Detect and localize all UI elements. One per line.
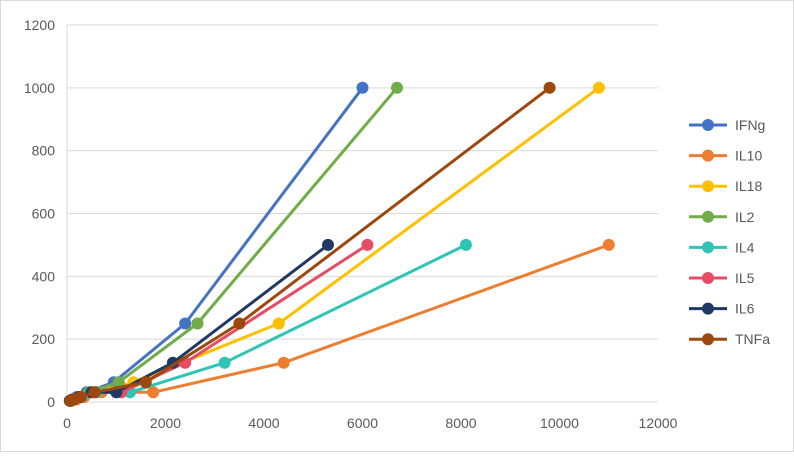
y-tick-label: 200	[32, 331, 56, 347]
y-tick-label: 600	[32, 206, 56, 222]
data-point-il2-6	[391, 81, 403, 94]
legend-label-tnfa: TNFa	[735, 331, 770, 347]
data-point-tnfa-6	[543, 81, 556, 94]
legend-label-il4: IL4	[735, 239, 755, 255]
legend-marker-il4	[702, 241, 714, 254]
y-tick-label: 800	[32, 143, 56, 159]
legend-label-il10: IL10	[735, 148, 762, 164]
legend-item-ifng: IFNg	[689, 117, 765, 133]
series-line-il2	[68, 86, 399, 403]
series-il18	[64, 81, 605, 407]
legend-item-il6: IL6	[689, 301, 755, 317]
legend-label-il18: IL18	[735, 178, 762, 194]
data-point-il6-6	[322, 238, 334, 251]
x-tick-label: 12000	[639, 415, 678, 431]
gridlines	[66, 24, 658, 403]
data-point-ifng-6	[356, 81, 369, 94]
series-tnfa	[64, 81, 556, 407]
data-point-il10-6	[602, 238, 615, 251]
series-layer	[63, 81, 615, 407]
data-point-il18-5	[272, 317, 285, 330]
data-point-ifng-5	[179, 317, 192, 330]
legend-marker-il18	[702, 180, 714, 193]
legend-item-il18: IL18	[689, 178, 762, 194]
data-point-tnfa-4	[139, 376, 152, 389]
y-tick-label: 1000	[24, 80, 55, 96]
data-point-il4-6	[459, 238, 472, 251]
legend-item-il10: IL10	[689, 148, 762, 164]
legend-marker-il2	[702, 210, 714, 223]
data-point-il5-6	[361, 238, 374, 251]
data-point-tnfa-5	[233, 317, 246, 330]
x-tick-label: 0	[63, 415, 71, 431]
legend-label-ifng: IFNg	[735, 117, 765, 133]
legend-item-tnfa: TNFa	[689, 331, 770, 347]
legend-marker-il5	[702, 272, 714, 284]
y-tick-label: 400	[32, 268, 56, 284]
legend-label-il2: IL2	[735, 209, 755, 225]
x-tick-label: 6000	[347, 415, 378, 431]
data-point-il10-5	[277, 356, 290, 369]
data-point-il18-6	[592, 81, 605, 94]
x-tick-label: 2000	[150, 415, 181, 431]
legend-marker-tnfa	[702, 333, 714, 346]
data-point-il2-4	[112, 376, 125, 389]
data-point-tnfa-3	[88, 386, 101, 399]
legend-label-il6: IL6	[735, 301, 755, 317]
data-point-tnfa-2	[74, 391, 87, 403]
legend-marker-il10	[702, 149, 714, 162]
x-tick-label: 8000	[445, 415, 476, 431]
data-point-il10-4	[147, 386, 160, 399]
data-point-il2-5	[191, 317, 204, 330]
series-il4	[64, 238, 472, 407]
legend-label-il5: IL5	[735, 270, 755, 286]
legend-marker-ifng	[702, 119, 714, 131]
legend-item-il4: IL4	[689, 239, 755, 255]
y-tick-label: 0	[47, 394, 55, 410]
series-line-ifng	[68, 86, 364, 403]
x-tick-label: 4000	[248, 415, 279, 431]
legend-marker-il6	[702, 302, 714, 315]
x-tick-label: 10000	[540, 415, 579, 431]
legend-item-il5: IL5	[689, 270, 755, 286]
data-point-il4-5	[218, 356, 231, 369]
legend: IFNg IL10 IL18 IL2 IL4 IL5 IL6 TNFa	[689, 117, 770, 347]
legend-item-il2: IL2	[689, 209, 755, 225]
y-tick-label: 1200	[24, 17, 55, 33]
